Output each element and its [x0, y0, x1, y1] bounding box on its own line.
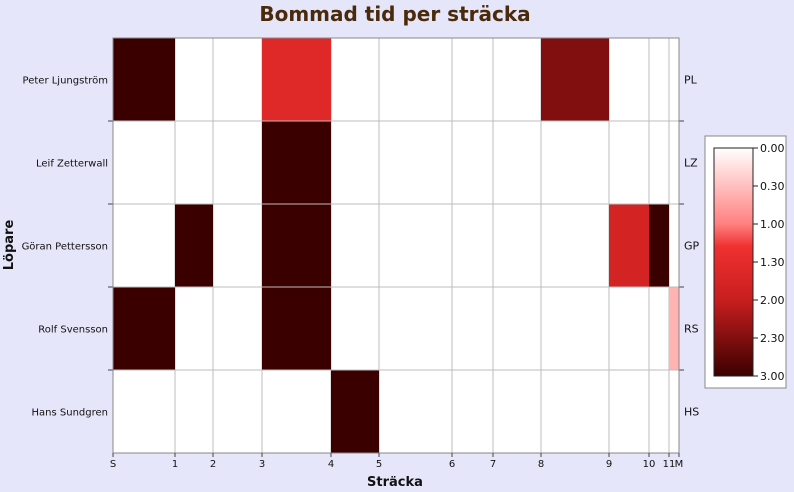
legend-tick-label: 1.00 [760, 218, 785, 231]
legend-tick-label: 2.30 [760, 332, 785, 345]
heatmap-cell [609, 204, 649, 287]
x-tick-label: 10 [643, 459, 656, 470]
runner-label: Peter Ljungström [23, 76, 108, 87]
heatmap-cell [113, 287, 175, 370]
legend-ticks: 0.00 0.30 1.00 1.30 2.00 2.30 3.00 [753, 142, 785, 383]
x-axis-ticks: S 1 2 3 4 5 6 7 8 9 10 11 M [110, 453, 684, 470]
x-tick-label: 11 [663, 459, 676, 470]
x-tick-label: 6 [449, 459, 455, 470]
color-legend: 0.00 0.30 1.00 1.30 2.00 2.30 3.00 [704, 135, 787, 389]
row-separators [108, 120, 684, 371]
heatmap-cell [541, 38, 609, 121]
heatmap-cell [262, 38, 331, 121]
x-tick-label: 5 [376, 459, 382, 470]
x-tick-label: M [675, 459, 684, 470]
heatmap-cell [649, 204, 669, 287]
legend-tick-label: 3.00 [760, 370, 785, 383]
x-tick-label: 3 [259, 459, 265, 470]
heatmap-cells [113, 38, 679, 453]
runner-labels: Peter Ljungström Leif Zetterwall Göran Pet… [22, 76, 108, 419]
legend-tick-label: 0.30 [760, 180, 785, 193]
runner-abbreviation: LZ [684, 157, 698, 170]
runner-abbreviation: HS [684, 406, 699, 419]
x-tick-label: 8 [538, 459, 544, 470]
runner-abbreviation: GP [684, 240, 700, 253]
x-tick-label: 4 [328, 459, 334, 470]
runner-label: Hans Sundgren [32, 408, 108, 419]
runner-label: Göran Pettersson [22, 242, 108, 253]
x-tick-label: S [110, 459, 116, 470]
runner-abbreviation: PL [684, 74, 698, 87]
heatmap-cell [262, 121, 331, 204]
legend-tick-label: 1.30 [760, 256, 785, 269]
legend-colorbar [713, 147, 754, 377]
heatmap-cell [331, 370, 379, 453]
plot-border [112, 37, 680, 454]
runner-abbreviations: PL LZ GP RS HS [684, 74, 700, 419]
legend-tick-label: 2.00 [760, 294, 785, 307]
x-tick-label: 9 [606, 459, 612, 470]
y-axis-title: Löpare [2, 220, 17, 271]
runner-label: Leif Zetterwall [36, 159, 108, 170]
x-tick-label: 1 [172, 459, 178, 470]
heatmap-cell [669, 287, 679, 370]
legend-tick-label: 0.00 [760, 142, 785, 155]
x-axis-title: Sträcka [367, 475, 423, 490]
heatmap-cell [262, 287, 331, 370]
chart-title: Bommad tid per sträcka [259, 2, 530, 26]
heatmap-cell [175, 204, 213, 287]
heatmap-cell [113, 38, 175, 121]
x-tick-label: 2 [210, 459, 216, 470]
runner-abbreviation: RS [684, 323, 699, 336]
runner-label: Rolf Svensson [38, 325, 108, 336]
x-tick-label: 7 [490, 459, 496, 470]
heatmap-cell [262, 204, 331, 287]
